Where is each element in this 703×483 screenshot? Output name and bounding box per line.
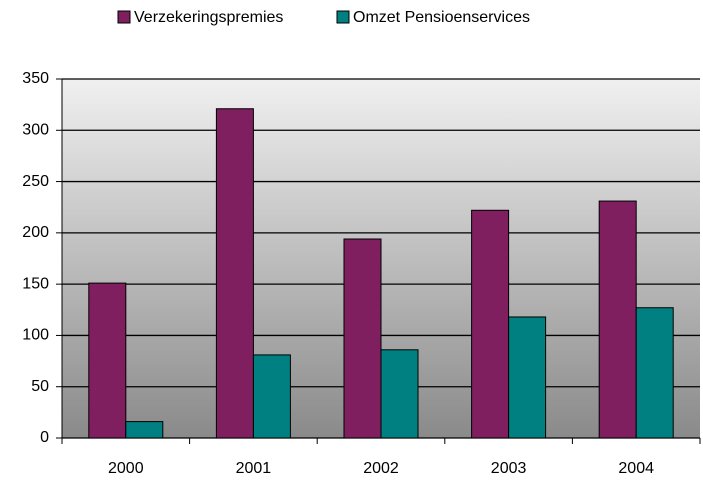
bar — [380, 349, 419, 439]
x-tick-label: 2001 — [236, 460, 272, 477]
bar — [215, 108, 254, 439]
bar — [343, 238, 382, 439]
bar — [635, 307, 674, 439]
x-tick-label: 2004 — [618, 460, 654, 477]
bar — [88, 282, 127, 439]
y-tick-label: 0 — [40, 429, 49, 446]
y-tick-label: 250 — [22, 173, 49, 190]
y-tick-label: 350 — [22, 70, 49, 87]
x-tick-label: 2003 — [491, 460, 527, 477]
y-tick-label: 100 — [22, 327, 49, 344]
y-tick-label: 300 — [22, 122, 49, 139]
y-tick-label: 150 — [22, 275, 49, 292]
x-tick-label: 2002 — [363, 460, 399, 477]
legend-label: Omzet Pensioenservices — [353, 9, 530, 26]
bar — [508, 316, 547, 439]
y-tick-label: 200 — [22, 224, 49, 241]
y-tick-label: 50 — [31, 378, 49, 395]
bar — [125, 421, 164, 439]
bar — [598, 200, 637, 439]
legend-swatch — [336, 10, 350, 24]
legend-label: Verzekeringspremies — [134, 9, 283, 26]
x-tick-label: 2000 — [108, 460, 144, 477]
bar — [471, 209, 510, 439]
bar — [252, 354, 291, 439]
legend-swatch — [117, 10, 131, 24]
